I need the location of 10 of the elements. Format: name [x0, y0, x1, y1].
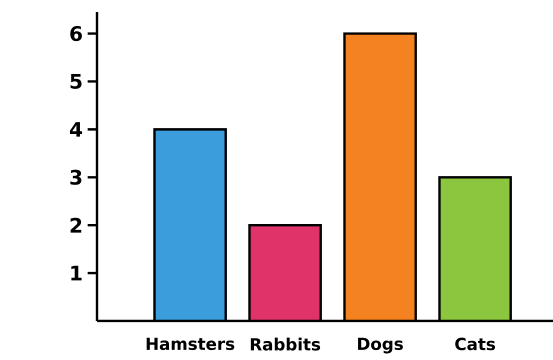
- y-tick-label: 4: [70, 122, 82, 137]
- y-tick-label: 3: [70, 170, 82, 185]
- y-tick-label: 6: [70, 26, 82, 42]
- x-tick-label: Cats: [455, 338, 495, 350]
- y-tick-label: 5: [70, 74, 82, 89]
- y-tick-label: 1: [71, 266, 82, 280]
- y-tick-label: 2: [70, 218, 82, 233]
- x-tick-label: Dogs: [358, 338, 403, 354]
- x-tick-label: Rabbits: [250, 338, 320, 351]
- x-tick-label: Hamsters: [146, 338, 234, 350]
